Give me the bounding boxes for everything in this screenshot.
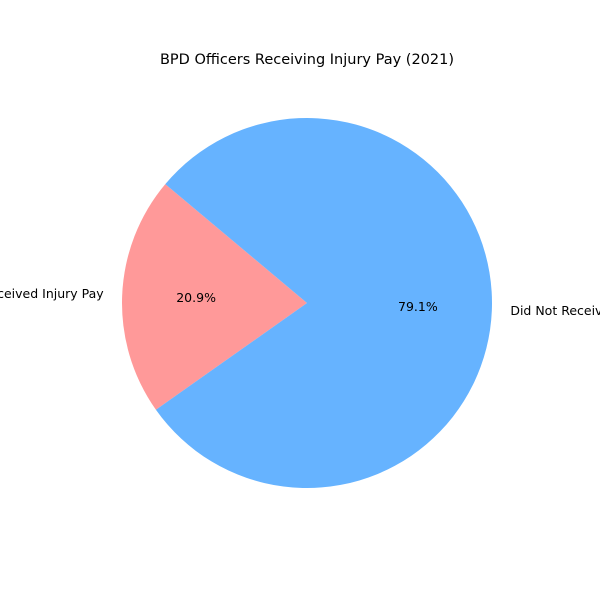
slice-percent-2: 79.1% xyxy=(398,299,438,314)
chart-title: BPD Officers Receiving Injury Pay (2021) xyxy=(160,52,454,68)
pie-labels: Received Injury Pay 20.9% Did Not Receive … xyxy=(0,286,600,318)
pie-slices xyxy=(122,117,493,489)
slice-label-1: Received Injury Pay xyxy=(0,286,104,301)
slice-label-2: Did Not Receive Injury Pay xyxy=(510,303,600,318)
pie-slice-1 xyxy=(122,184,307,410)
slice-percent-1: 20.9% xyxy=(176,290,216,305)
pie-slice-2 xyxy=(155,117,493,489)
